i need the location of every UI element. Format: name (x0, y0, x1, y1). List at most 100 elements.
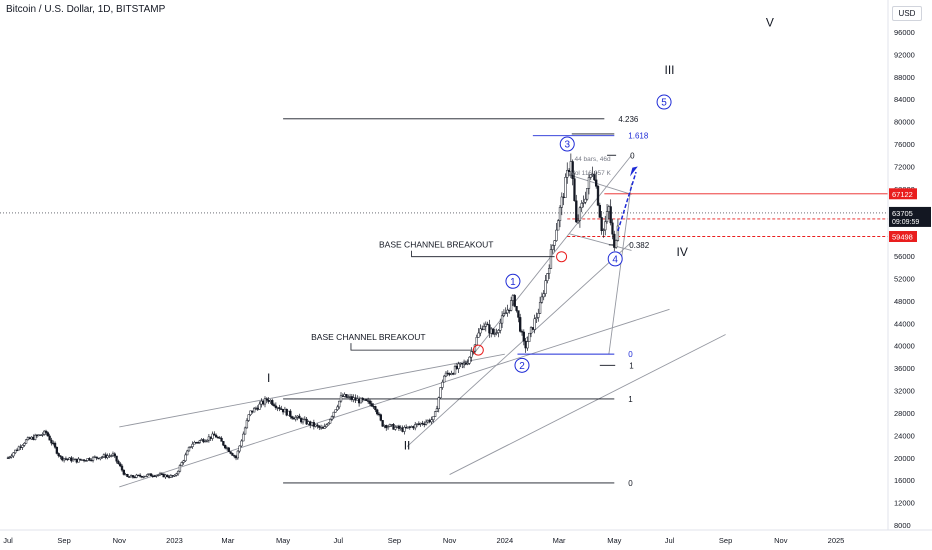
candle-body (528, 332, 531, 342)
candle-body (88, 458, 91, 461)
candle-body (598, 204, 601, 218)
candle-body (405, 427, 408, 429)
candle-body (263, 398, 267, 405)
y-tick-label: 44000 (894, 319, 915, 328)
candle-body (110, 455, 113, 457)
candle-body (499, 322, 502, 331)
candle-body (385, 425, 388, 429)
candle-body (452, 373, 455, 375)
candle-body (595, 179, 598, 187)
candle-body (44, 430, 48, 433)
candle-body (50, 439, 53, 444)
candle-body (604, 221, 607, 231)
candle-body (339, 395, 343, 402)
candle-body (477, 332, 480, 338)
candle-body (464, 362, 468, 365)
breakout-arrow (411, 250, 555, 258)
candle-body (428, 419, 431, 423)
candle-body (280, 408, 283, 410)
candle-body (578, 207, 582, 221)
candle-body (424, 421, 428, 425)
candle-body (310, 422, 314, 426)
candle-body (459, 363, 462, 365)
candle-body (614, 240, 618, 248)
x-tick-label: Nov (443, 536, 457, 545)
candle-body (386, 426, 390, 429)
candle-body (24, 439, 28, 444)
candle-body (133, 476, 136, 479)
candle-body (307, 421, 310, 425)
candle-body (160, 473, 163, 475)
candle-body (129, 475, 133, 478)
candle-body (158, 473, 162, 476)
candle-body (533, 318, 536, 330)
candle-body (234, 455, 238, 459)
candle-body (580, 203, 583, 209)
candle-body (558, 207, 562, 221)
candle-body (90, 459, 93, 462)
candle-body (613, 233, 616, 248)
candle-body (52, 442, 55, 445)
candle-body (12, 452, 15, 457)
candle-body (155, 475, 158, 477)
candle-body (575, 200, 578, 223)
chart-title: Bitcoin / U.S. Dollar, 1D, BITSTAMP (6, 4, 166, 15)
price-badge-label: 59498 (892, 232, 913, 241)
candle-body (564, 177, 567, 198)
candle-body (126, 474, 129, 477)
candle-body (321, 427, 325, 429)
candle-body (182, 460, 185, 463)
candle-body (432, 416, 435, 420)
candle-body (193, 442, 196, 445)
measure-volume: Vol 116.057 K (571, 170, 612, 177)
candle-body (582, 201, 585, 204)
wave-channel-lower (406, 241, 632, 447)
candle-body (249, 410, 252, 415)
candle-body (283, 408, 287, 413)
long-channel (449, 334, 726, 475)
candle-body (196, 442, 200, 444)
candle-body (453, 366, 457, 375)
last-price-label: 63705 (892, 209, 913, 218)
candle-body (169, 475, 173, 478)
currency-button[interactable]: USD (892, 6, 922, 21)
candle-body (616, 225, 620, 241)
candle-body (198, 440, 201, 443)
y-tick-label: 48000 (894, 297, 915, 306)
candle-body (609, 206, 612, 224)
candle-body (357, 398, 361, 404)
candle-body (370, 403, 373, 407)
candle-body (488, 324, 491, 334)
candle-body (256, 407, 259, 410)
candle-body (292, 417, 296, 420)
candle-body (319, 427, 323, 429)
candle-body (486, 323, 489, 326)
breakout-annotation: BASE CHANNEL BREAKOUT (311, 332, 425, 342)
candle-body (356, 398, 359, 401)
candle-body (491, 328, 495, 335)
candle-body (39, 434, 42, 436)
candle-body (520, 331, 524, 333)
candle-body (265, 398, 268, 401)
candle-body (289, 410, 292, 417)
candle-body (267, 399, 270, 402)
candle-body (43, 430, 46, 435)
candle-body (374, 406, 377, 411)
candle-body (144, 475, 147, 478)
candle-body (399, 427, 402, 429)
projection-line (608, 183, 632, 355)
candle-body (104, 454, 107, 458)
candle-body (66, 458, 69, 460)
candle-body (435, 408, 439, 413)
fib-label: 1 (628, 395, 633, 404)
candle-body (176, 470, 180, 475)
candle-body (202, 439, 205, 443)
candle-body (410, 426, 413, 428)
candle-body (46, 432, 49, 437)
candle-body (148, 473, 151, 475)
y-tick-label: 36000 (894, 364, 915, 373)
candle-body (32, 436, 35, 440)
y-tick-label: 8000 (894, 521, 911, 530)
candle-body (567, 170, 571, 172)
